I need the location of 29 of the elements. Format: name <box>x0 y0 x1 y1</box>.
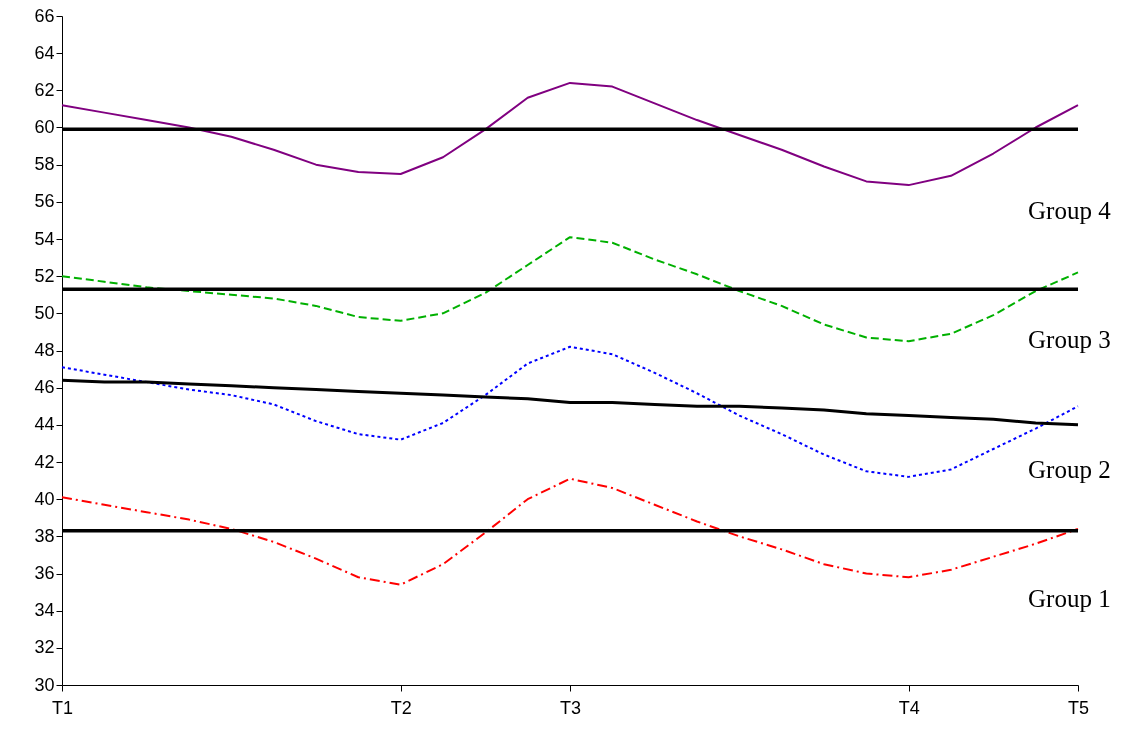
x-tick-label: T3 <box>559 697 582 718</box>
y-tick-label: 66 <box>34 5 55 26</box>
y-tick-label: 40 <box>34 488 55 509</box>
y-tick-label: 50 <box>34 302 55 323</box>
y-tick-label: 58 <box>34 154 55 175</box>
y-tick-label: 56 <box>34 191 55 212</box>
annotation: Group 2 <box>1028 455 1111 483</box>
y-tick-label: 36 <box>34 563 55 583</box>
y-tick-label: 54 <box>34 228 55 249</box>
y-tick-label: 42 <box>34 451 55 472</box>
x-tick-label: T5 <box>1067 697 1090 718</box>
line-series <box>61 81 1079 187</box>
y-tick-label: 62 <box>34 79 55 100</box>
annotation: Group 1 <box>1028 584 1111 612</box>
y-tick-label: 64 <box>34 42 55 63</box>
y-tick-label: 48 <box>34 340 55 360</box>
annotation: Group 4 <box>1028 197 1112 224</box>
x-tick-label: T2 <box>390 697 412 718</box>
y-tick-label: 46 <box>34 377 55 398</box>
y-tick-label: 30 <box>34 674 55 695</box>
y-tick-label: 38 <box>34 525 55 546</box>
x-tick-label: T1 <box>51 697 74 718</box>
y-tick-label: 52 <box>34 265 55 286</box>
x-tick-label: T4 <box>898 697 920 718</box>
y-tick-label: 32 <box>34 637 55 658</box>
y-tick-label: 34 <box>34 600 55 621</box>
y-tick-label: 60 <box>34 117 55 137</box>
annotation: Group 3 <box>1028 326 1111 354</box>
y-tick-label: 44 <box>34 414 55 435</box>
